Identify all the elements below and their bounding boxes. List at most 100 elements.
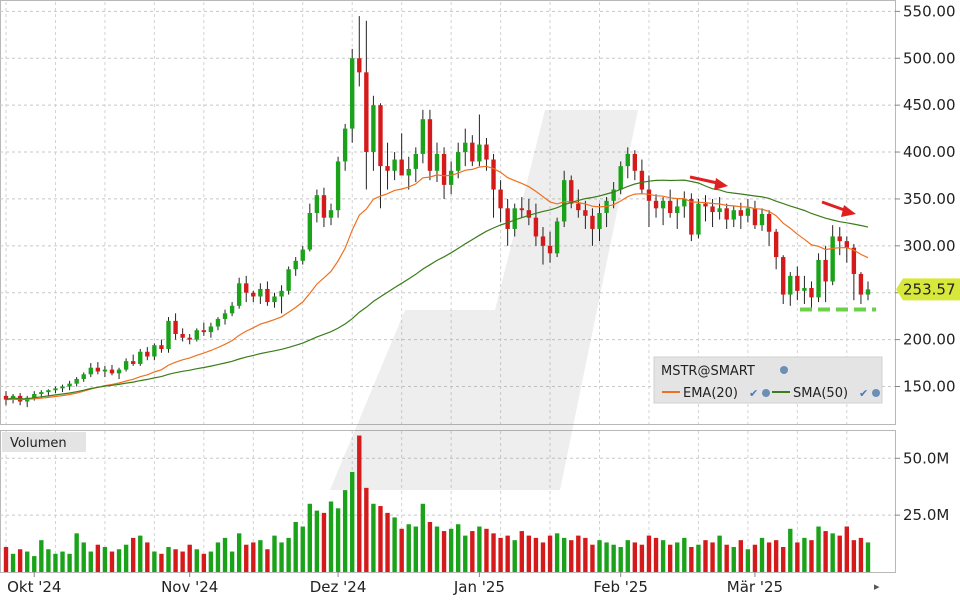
legend-sma: SMA(50) bbox=[793, 386, 848, 401]
candle bbox=[865, 281, 871, 301]
candle bbox=[236, 277, 242, 309]
candle bbox=[456, 142, 461, 179]
candle bbox=[286, 266, 291, 295]
price-tick-label: 550.00 bbox=[903, 2, 956, 20]
volume-bar bbox=[17, 549, 23, 572]
candle bbox=[851, 243, 857, 301]
volume-bar bbox=[123, 544, 129, 572]
volume-bar bbox=[215, 542, 221, 572]
volume-bar bbox=[844, 526, 849, 572]
candle bbox=[145, 347, 150, 361]
volume-bar bbox=[745, 549, 751, 572]
candle bbox=[385, 142, 390, 190]
volume-bar bbox=[448, 528, 454, 572]
volume-bar bbox=[145, 542, 150, 572]
candle bbox=[392, 152, 397, 181]
candle bbox=[788, 272, 793, 306]
volume-bar bbox=[724, 544, 729, 572]
volume-bar bbox=[717, 535, 722, 572]
volume-bar bbox=[858, 537, 864, 572]
candle bbox=[123, 358, 129, 372]
candle bbox=[88, 363, 93, 378]
volume-tick-label: 25.0M bbox=[903, 506, 949, 524]
volume-bar bbox=[138, 535, 143, 572]
volume-bar bbox=[420, 503, 426, 572]
volume-tick-label: 50.0M bbox=[903, 449, 949, 467]
volume-bar bbox=[583, 537, 588, 572]
volume-bar bbox=[173, 549, 178, 572]
candle bbox=[441, 147, 447, 199]
candle bbox=[208, 322, 214, 338]
volume-bar bbox=[60, 551, 65, 572]
sma-settings-icon[interactable] bbox=[872, 389, 880, 397]
volume-bar bbox=[95, 544, 101, 572]
candle bbox=[138, 348, 143, 366]
volume-bar bbox=[293, 521, 298, 572]
candle bbox=[46, 389, 51, 396]
candle bbox=[470, 135, 475, 167]
volume-bar bbox=[561, 537, 567, 572]
candle bbox=[265, 281, 270, 306]
volume-bar bbox=[350, 471, 355, 572]
candle bbox=[293, 257, 298, 276]
volume-bar bbox=[335, 508, 341, 572]
candle bbox=[646, 175, 652, 228]
candle bbox=[102, 365, 108, 378]
volume-bar bbox=[752, 544, 758, 572]
candle bbox=[95, 362, 101, 375]
candle bbox=[590, 208, 595, 246]
volume-bar bbox=[371, 503, 376, 572]
ema-settings-icon[interactable] bbox=[762, 389, 770, 397]
candle bbox=[526, 198, 532, 226]
candle bbox=[477, 114, 482, 167]
candle bbox=[540, 227, 546, 265]
volume-bar bbox=[646, 535, 652, 572]
symbol-info-icon[interactable] bbox=[780, 366, 788, 374]
volume-bar bbox=[865, 542, 871, 572]
time-axis: Okt '24 Nov '24 Dez '24 Jan '25 Feb '25 Mär '… bbox=[7, 572, 783, 596]
sma-check-icon[interactable]: ✔ bbox=[859, 387, 868, 400]
volume-bar bbox=[470, 531, 475, 572]
candle bbox=[378, 103, 383, 209]
ema-check-icon[interactable]: ✔ bbox=[749, 387, 758, 400]
volume-bar bbox=[39, 540, 44, 572]
candle bbox=[773, 228, 779, 270]
time-tick-label: Okt '24 bbox=[7, 578, 61, 596]
candle bbox=[682, 191, 687, 218]
candle bbox=[816, 253, 821, 303]
volume-bar bbox=[413, 526, 418, 572]
candle bbox=[823, 245, 828, 303]
volume-bar bbox=[272, 535, 277, 572]
volume-bar bbox=[88, 551, 93, 572]
candle bbox=[583, 200, 588, 229]
volume-bar bbox=[696, 544, 701, 572]
last-price-label: 253.57 bbox=[903, 280, 956, 298]
candle bbox=[632, 150, 638, 181]
volume-bar bbox=[809, 540, 814, 572]
volume-bar bbox=[526, 535, 532, 572]
volume-bar bbox=[434, 526, 440, 572]
candle bbox=[321, 187, 327, 228]
price-tick-label: 350.00 bbox=[903, 190, 956, 208]
candle bbox=[604, 197, 609, 228]
time-tick-label: Mär '25 bbox=[727, 578, 783, 596]
volume-bar bbox=[342, 490, 348, 572]
volume-bar bbox=[392, 517, 397, 572]
watermark-logo bbox=[330, 110, 638, 490]
volume-bar bbox=[357, 435, 362, 572]
candle bbox=[67, 380, 72, 391]
time-tick-label: Nov '24 bbox=[161, 578, 218, 596]
scroll-right-icon[interactable]: ▸ bbox=[874, 580, 880, 593]
volume-bar bbox=[519, 531, 524, 572]
candle bbox=[752, 200, 758, 229]
candle bbox=[272, 292, 277, 308]
candle bbox=[364, 20, 369, 190]
candle bbox=[279, 285, 284, 314]
volume-bar bbox=[540, 542, 546, 572]
volume-bar bbox=[597, 540, 602, 572]
candle bbox=[554, 217, 560, 258]
price-tick-label: 200.00 bbox=[903, 331, 956, 349]
volume-bar bbox=[251, 542, 256, 572]
moving-averages bbox=[5, 165, 869, 401]
volume-bar bbox=[851, 540, 857, 572]
